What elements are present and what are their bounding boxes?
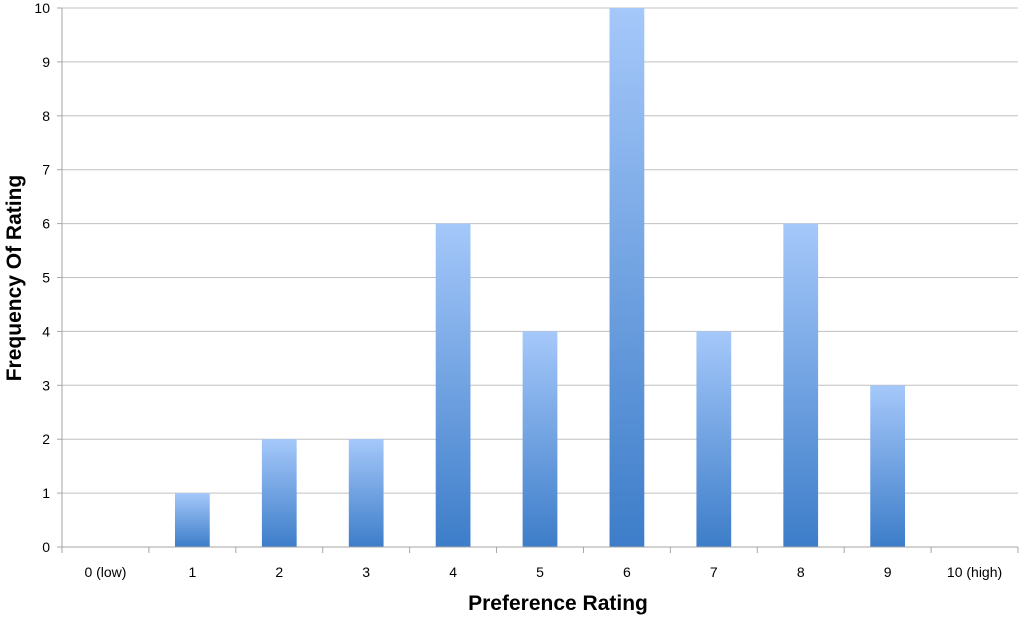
y-tick-labels: 0 1 2 3 4 5 6 7 8 9 10 bbox=[34, 0, 50, 555]
x-tick-label: 7 bbox=[710, 564, 718, 580]
x-tick-label: 2 bbox=[275, 564, 283, 580]
gridlines bbox=[62, 7, 1018, 494]
y-tick-label: 9 bbox=[42, 54, 50, 70]
y-tick-label: 5 bbox=[42, 270, 50, 286]
bar-1 bbox=[174, 493, 210, 547]
y-tick-label: 0 bbox=[42, 539, 50, 555]
bars bbox=[174, 8, 906, 547]
bar-3 bbox=[348, 439, 384, 547]
y-tick-label: 6 bbox=[42, 216, 50, 232]
x-axis-title: Preference Rating bbox=[468, 592, 648, 615]
y-tick-label: 3 bbox=[42, 377, 50, 393]
y-tick-label: 7 bbox=[42, 162, 50, 178]
bar-8 bbox=[783, 223, 819, 547]
bar-6 bbox=[609, 8, 645, 547]
bar-2 bbox=[261, 439, 297, 547]
x-tick-label: 0 (low) bbox=[84, 564, 126, 580]
y-tick-label: 1 bbox=[42, 485, 50, 501]
x-tick-label: 8 bbox=[797, 564, 805, 580]
x-tick-label: 10 (high) bbox=[947, 564, 1002, 580]
y-tick-label: 4 bbox=[42, 323, 50, 339]
x-tick-label: 1 bbox=[188, 564, 196, 580]
bar-7 bbox=[696, 331, 732, 547]
x-tick-label: 4 bbox=[449, 564, 457, 580]
x-tick-label: 6 bbox=[623, 564, 631, 580]
axes bbox=[57, 7, 1019, 553]
x-tick-label: 3 bbox=[362, 564, 370, 580]
bar-9 bbox=[870, 385, 906, 547]
bar-4 bbox=[435, 223, 471, 547]
x-tick-label: 5 bbox=[536, 564, 544, 580]
y-tick-label: 8 bbox=[42, 108, 50, 124]
bar-5 bbox=[522, 331, 558, 547]
y-axis-title: Frequency Of Rating bbox=[3, 175, 26, 382]
y-tick-label: 2 bbox=[42, 431, 50, 447]
x-tick-label: 9 bbox=[884, 564, 892, 580]
x-tick-labels: 0 (low) 1 2 3 4 5 6 7 8 9 10 (high) bbox=[84, 564, 1002, 580]
y-tick-label: 10 bbox=[34, 0, 50, 16]
